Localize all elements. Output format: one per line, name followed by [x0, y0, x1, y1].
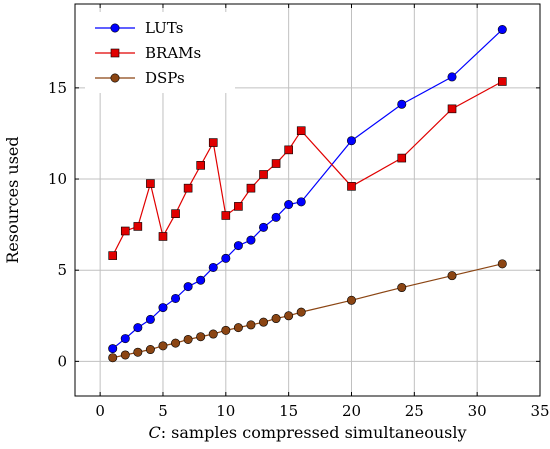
legend-label-brams: BRAMs [145, 44, 201, 62]
legend-item-brams: BRAMs [95, 44, 201, 62]
data-point-brams [397, 153, 407, 163]
data-point-brams [234, 202, 243, 211]
y-tick-label: 15 [48, 79, 67, 97]
data-point-luts [171, 293, 181, 303]
data-point-dsps [233, 323, 243, 333]
data-point-luts [120, 334, 130, 344]
data-point-dsps [259, 317, 269, 327]
data-point-luts [271, 212, 281, 222]
data-point-luts [145, 314, 155, 324]
data-point-brams [221, 211, 231, 220]
data-point-luts [246, 235, 256, 245]
legend-item-luts: LUTs [95, 19, 183, 37]
axis-ticks: 0 5 10 15 20 25 30 35 0 5 10 15 [48, 4, 550, 420]
legend: LUTs BRAMs DSPs [85, 12, 235, 93]
x-tick-label: 5 [158, 402, 168, 420]
y-axis-label: Resources used [3, 136, 22, 263]
y-tick-label: 10 [48, 170, 67, 188]
data-series [108, 25, 507, 363]
data-point-luts [108, 344, 118, 354]
x-tick-label: 20 [342, 402, 361, 420]
data-point-luts [158, 303, 168, 313]
data-point-brams [259, 170, 268, 179]
y-tick-label: 0 [57, 352, 67, 370]
data-point-luts [259, 222, 269, 232]
data-point-brams [284, 145, 293, 155]
plot-frame [74, 3, 541, 397]
data-point-luts [296, 197, 306, 207]
legend-item-dsps: DSPs [95, 69, 185, 87]
data-point-brams [246, 183, 256, 193]
x-tick-label: 15 [279, 402, 298, 420]
series-brams [108, 77, 507, 260]
data-point-dsps [447, 271, 457, 281]
x-tick-label: 35 [530, 402, 549, 420]
data-point-dsps [296, 307, 306, 317]
data-point-brams [296, 126, 306, 136]
data-point-brams [171, 209, 180, 218]
data-point-brams [120, 226, 130, 236]
data-point-luts [397, 99, 407, 109]
data-point-luts [497, 25, 507, 35]
x-axis-label-text: : samples compressed simultaneously [161, 423, 467, 442]
series-line-brams [112, 80, 503, 256]
data-point-dsps [497, 259, 507, 269]
data-point-dsps [171, 338, 181, 348]
legend-swatch-marker [110, 73, 120, 83]
data-point-brams [196, 161, 205, 170]
series-dsps [108, 259, 507, 363]
x-axis-label-variable: C [148, 423, 160, 442]
data-point-dsps [271, 314, 281, 324]
y-tick-label: 5 [57, 261, 67, 279]
data-point-brams [158, 232, 168, 241]
data-point-luts [208, 262, 218, 272]
data-point-luts [221, 253, 231, 263]
data-point-dsps [221, 325, 231, 335]
data-point-luts [447, 72, 457, 82]
data-point-luts [233, 241, 243, 251]
data-point-dsps [120, 350, 130, 360]
data-point-dsps [284, 311, 294, 321]
data-point-luts [183, 282, 193, 292]
data-point-dsps [145, 345, 155, 355]
data-point-dsps [397, 283, 407, 293]
data-point-dsps [196, 332, 206, 342]
legend-swatch-marker [110, 48, 120, 58]
data-point-dsps [158, 341, 168, 351]
x-tick-label: 10 [216, 402, 235, 420]
data-point-brams [208, 138, 218, 147]
data-point-brams [133, 222, 143, 231]
data-point-dsps [183, 334, 193, 344]
data-point-brams [497, 77, 507, 86]
data-point-brams [183, 183, 193, 193]
data-point-brams [447, 104, 457, 114]
data-point-dsps [108, 353, 118, 363]
data-point-brams [271, 159, 281, 168]
data-point-luts [346, 136, 356, 146]
data-point-dsps [346, 295, 356, 305]
data-point-luts [196, 275, 206, 285]
series-luts [108, 25, 507, 354]
legend-label-dsps: DSPs [145, 69, 185, 87]
data-point-dsps [246, 320, 256, 330]
data-point-brams [108, 251, 118, 260]
x-axis-label: C: samples compressed simultaneously [148, 423, 466, 442]
data-point-dsps [133, 347, 143, 357]
x-tick-label: 25 [405, 402, 424, 420]
data-point-brams [146, 179, 155, 188]
legend-label-luts: LUTs [145, 19, 183, 37]
data-point-brams [347, 182, 356, 191]
data-point-luts [133, 323, 143, 333]
x-tick-label: 30 [468, 402, 487, 420]
legend-swatch-marker [110, 23, 120, 33]
x-tick-label: 0 [95, 402, 105, 420]
data-point-luts [284, 200, 294, 210]
data-point-dsps [208, 329, 218, 339]
